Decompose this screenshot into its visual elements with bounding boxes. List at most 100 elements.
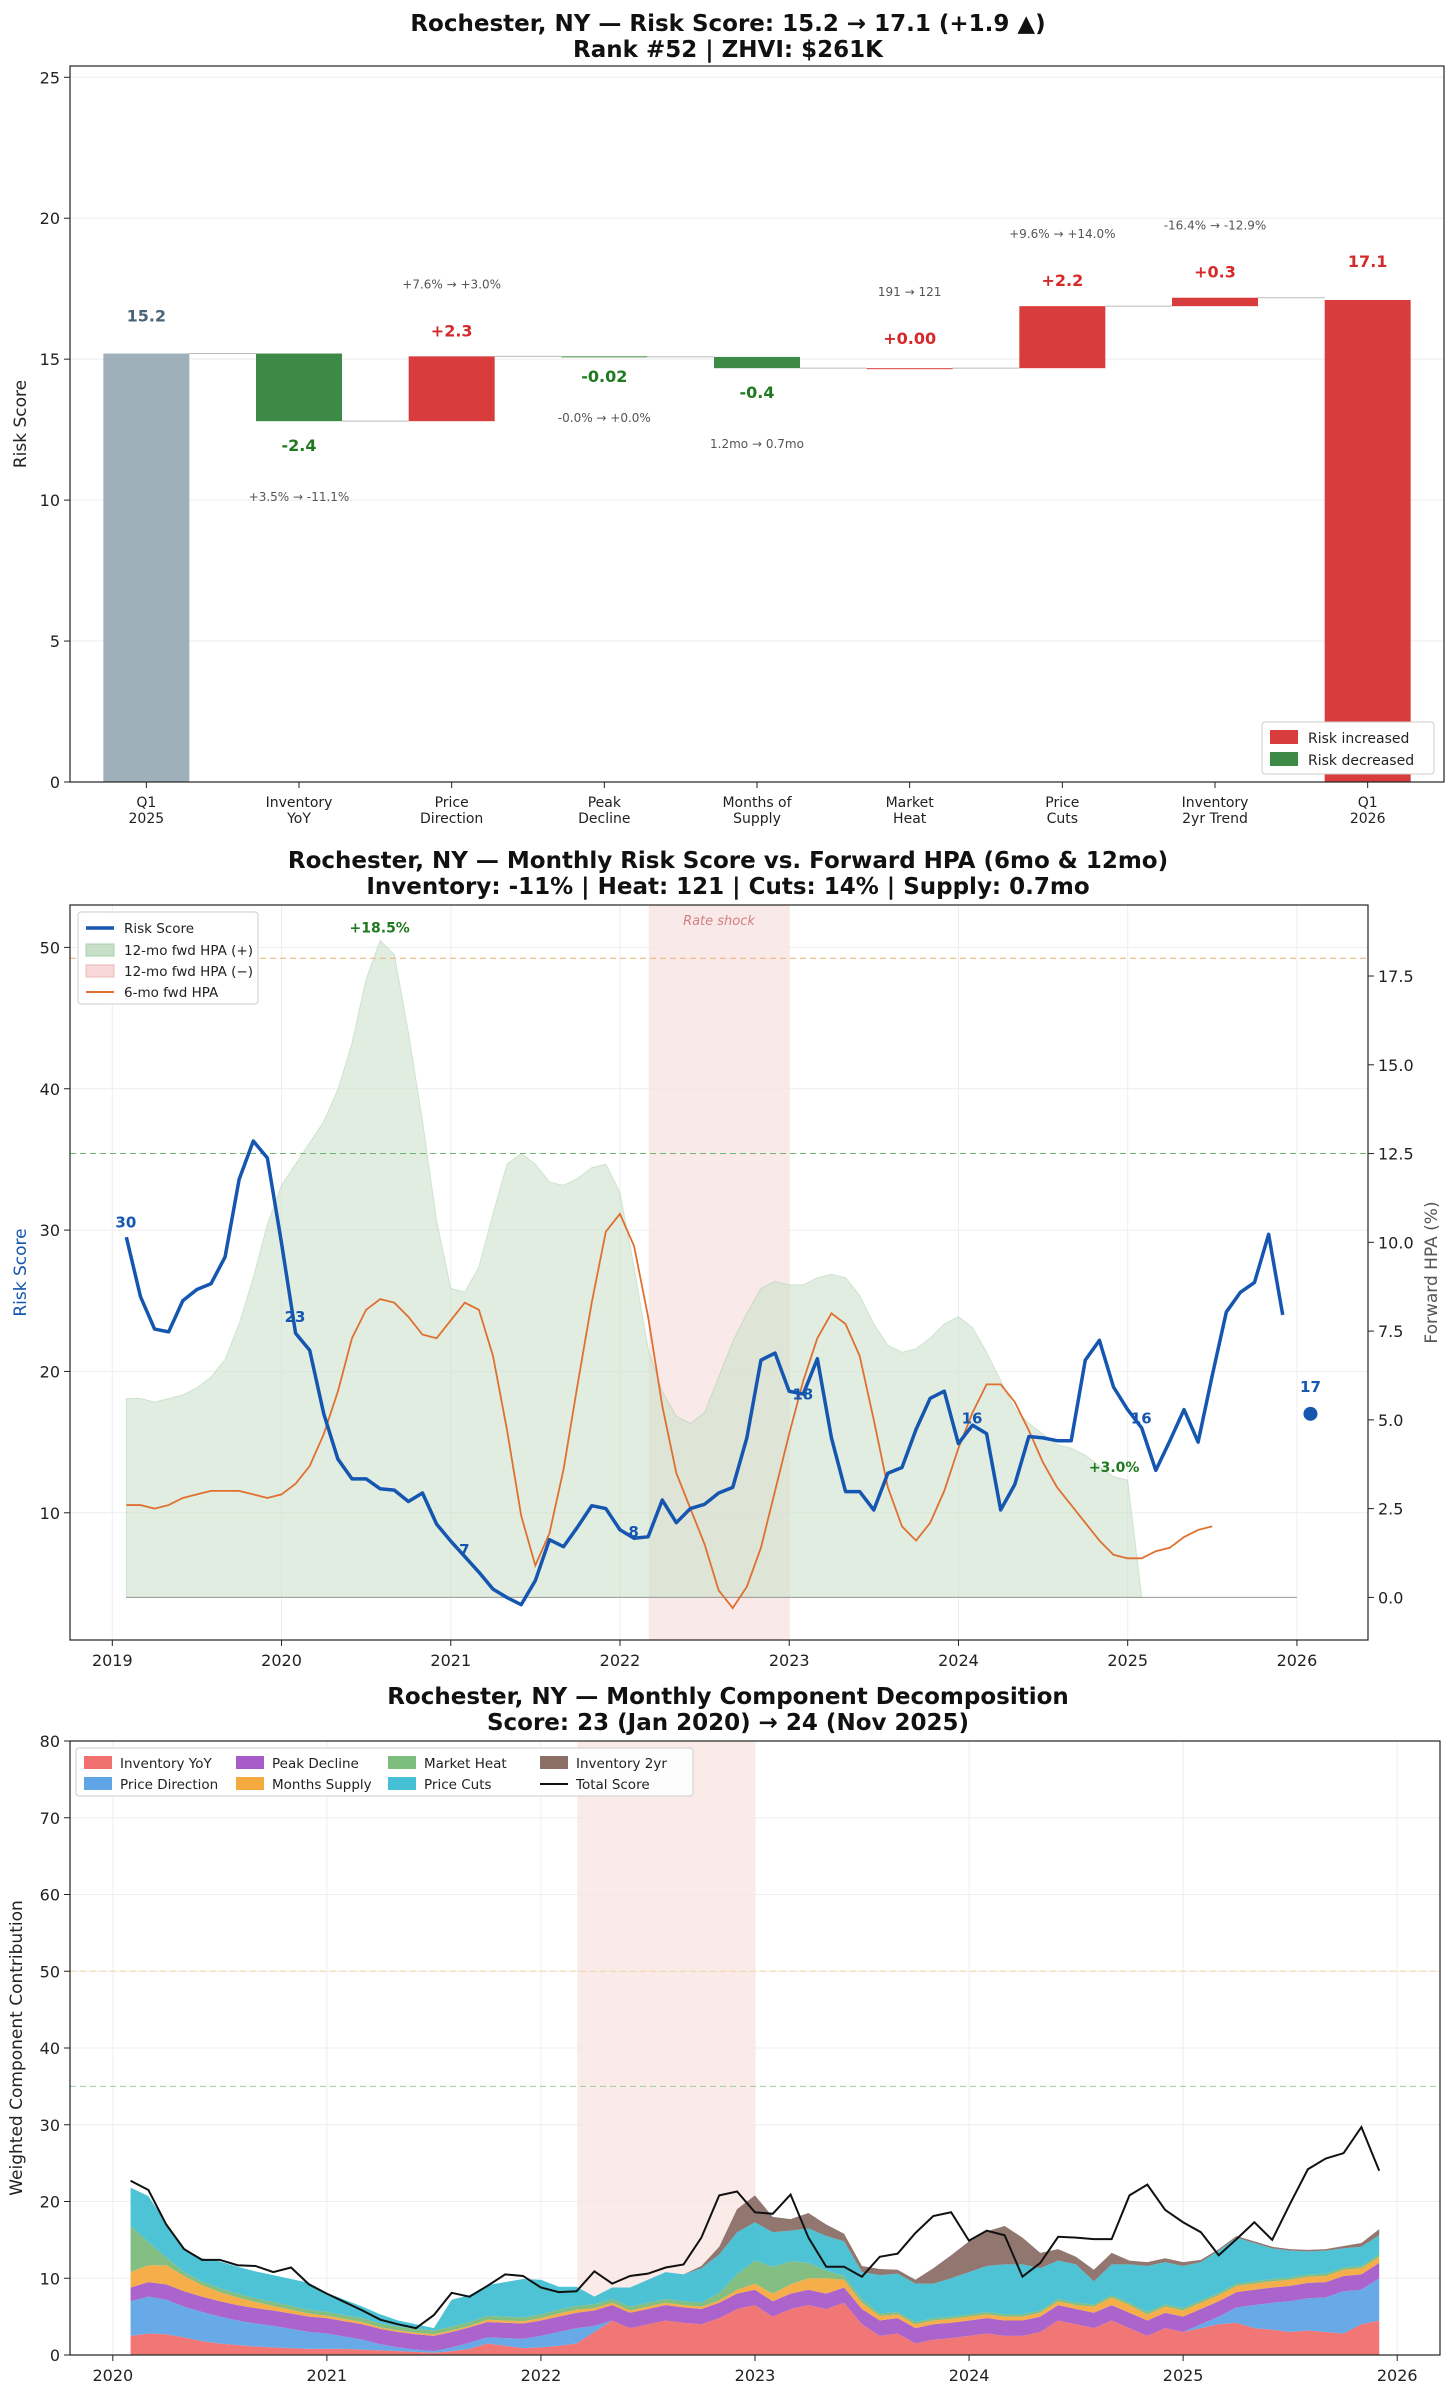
legend-swatch — [388, 1777, 416, 1790]
score-annotation: 16 — [1131, 1410, 1152, 1428]
legend-swatch-hpa-neg — [85, 964, 115, 978]
legend-label: Inventory 2yr — [576, 1756, 667, 1772]
legend-swatch — [84, 1756, 112, 1769]
score-annotation: 16 — [962, 1410, 983, 1428]
y-tick-label: 15 — [40, 350, 60, 369]
y-axis-label: Weighted Component Contribution — [7, 1900, 27, 2196]
x-tick-label: 2025 — [1163, 2366, 1204, 2385]
bar-step — [561, 356, 648, 358]
x-tick-label: 2022 — [600, 1651, 641, 1670]
score-annotation: 23 — [285, 1308, 306, 1326]
chart-title: Rochester, NY — Risk Score: 15.2 → 17.1 … — [410, 11, 1045, 37]
y2-tick-label: 2.5 — [1378, 1500, 1403, 1519]
step-note: +7.6% → +3.0% — [402, 277, 501, 291]
hpa-end-annotation: +3.0% — [1089, 1460, 1140, 1476]
score-annotation: 8 — [628, 1523, 638, 1541]
x-tick-label: 2021 — [430, 1651, 471, 1670]
y-tick-label: 10 — [40, 491, 60, 510]
y-tick-label: 70 — [40, 1809, 60, 1828]
y-tick-label: 20 — [40, 1362, 60, 1381]
bar-start — [103, 353, 190, 782]
legend-label: Risk decreased — [1308, 753, 1414, 769]
waterfall-chart: Rochester, NY — Risk Score: 15.2 → 17.1 … — [11, 11, 1445, 827]
step-note: +9.6% → +14.0% — [1009, 227, 1115, 241]
x-tick-label: Peak Decline — [578, 795, 630, 827]
y-axis-label: Risk Score — [11, 380, 31, 468]
x-tick-label: 2020 — [92, 2366, 133, 2385]
y-tick-label: 30 — [40, 2116, 60, 2135]
legend-swatch-decrease — [1270, 752, 1298, 766]
current-score-label: 17 — [1300, 1378, 1321, 1396]
area-price-cuts — [130, 2187, 1380, 2331]
y2-tick-label: 0.0 — [1378, 1588, 1403, 1607]
legend-swatch — [84, 1777, 112, 1790]
y-tick-label: 20 — [40, 2193, 60, 2212]
legend-swatch-increase — [1270, 730, 1298, 744]
chart-title: Rochester, NY — Monthly Component Decomp… — [387, 1684, 1069, 1710]
step-note: -16.4% → -12.9% — [1164, 219, 1267, 233]
y2-tick-label: 17.5 — [1378, 967, 1414, 986]
plot-frame — [69, 65, 1445, 783]
rate-shock-label: Rate shock — [683, 914, 755, 929]
legend-swatch — [236, 1756, 264, 1769]
legend-box — [1261, 721, 1435, 775]
y-tick-label: 50 — [40, 938, 60, 957]
hpa-12mo-area — [125, 939, 1143, 1598]
y-tick-label: 40 — [40, 1080, 60, 1099]
area-inventory-yoy — [130, 2302, 1380, 2355]
x-tick-label: Market Heat — [886, 795, 935, 827]
y-tick-label: 80 — [40, 1732, 60, 1751]
x-tick-label: 2026 — [1277, 1651, 1318, 1670]
y-tick-label: 10 — [40, 2269, 60, 2288]
x-tick-label: Price Direction — [420, 795, 483, 827]
area-inventory-2yr — [130, 2187, 1380, 2329]
y-tick-label: 40 — [40, 2039, 60, 2058]
step-value-label: -0.4 — [740, 383, 775, 402]
x-tick-label: 2019 — [92, 1651, 133, 1670]
chart-subtitle: Inventory: -11% | Heat: 121 | Cuts: 14% … — [366, 874, 1089, 900]
current-score-point — [1303, 1406, 1318, 1421]
score-annotation: 18 — [792, 1386, 813, 1404]
x-tick-label: 2023 — [735, 2366, 776, 2385]
chart-subtitle: Rank #52 | ZHVI: $261K — [573, 37, 884, 63]
y-tick-label: 50 — [40, 1962, 60, 1981]
x-tick-label: 2020 — [261, 1651, 302, 1670]
step-note: -0.0% → +0.0% — [558, 411, 651, 425]
x-tick-label: Months of Supply — [722, 795, 792, 827]
hpa-peak-annotation: +18.5% — [350, 921, 410, 937]
step-note: +3.5% → -11.1% — [249, 490, 350, 504]
bar-step — [256, 353, 342, 422]
y-axis-label: Risk Score — [11, 1228, 31, 1316]
y-tick-label: 0 — [50, 773, 60, 792]
y2-tick-label: 15.0 — [1378, 1056, 1414, 1075]
total-score-line — [130, 2124, 1381, 2330]
legend-label: Price Direction — [120, 1777, 218, 1793]
legend-label: Risk increased — [1308, 731, 1409, 747]
legend-label: Total Score — [575, 1777, 650, 1793]
y-tick-label: 30 — [40, 1221, 60, 1240]
chart-title: Rochester, NY — Monthly Risk Score vs. F… — [288, 850, 1168, 874]
legend-swatch — [388, 1756, 416, 1769]
y2-axis-label: Forward HPA (%) — [1422, 1201, 1442, 1343]
legend-label: Risk Score — [124, 921, 194, 937]
step-value-label: +2.3 — [431, 321, 473, 340]
legend-swatch — [540, 1756, 568, 1769]
y2-tick-label: 5.0 — [1378, 1411, 1403, 1430]
component-decomposition-chart: Rochester, NY — Monthly Component Decomp… — [7, 1684, 1441, 2385]
area-price-direction — [130, 2278, 1380, 2353]
legend-box — [77, 911, 259, 1005]
x-tick-label: 2022 — [521, 2366, 562, 2385]
x-tick-label: 2024 — [938, 1651, 979, 1670]
bar-step — [1019, 306, 1106, 369]
y-tick-label: 25 — [40, 68, 60, 87]
bar-step — [714, 356, 800, 369]
plot-frame — [69, 904, 1369, 1641]
chart-subtitle: Score: 23 (Jan 2020) → 24 (Nov 2025) — [487, 1710, 969, 1736]
x-tick-label: Q1 2026 — [1350, 795, 1386, 827]
step-note: 1.2mo → 0.7mo — [710, 437, 804, 451]
x-tick-label: Q1 2025 — [129, 795, 165, 827]
legend-label: Months Supply — [272, 1777, 372, 1793]
y2-tick-label: 7.5 — [1378, 1322, 1403, 1341]
x-tick-label: 2023 — [769, 1651, 810, 1670]
step-value-label: +2.2 — [1041, 271, 1083, 290]
